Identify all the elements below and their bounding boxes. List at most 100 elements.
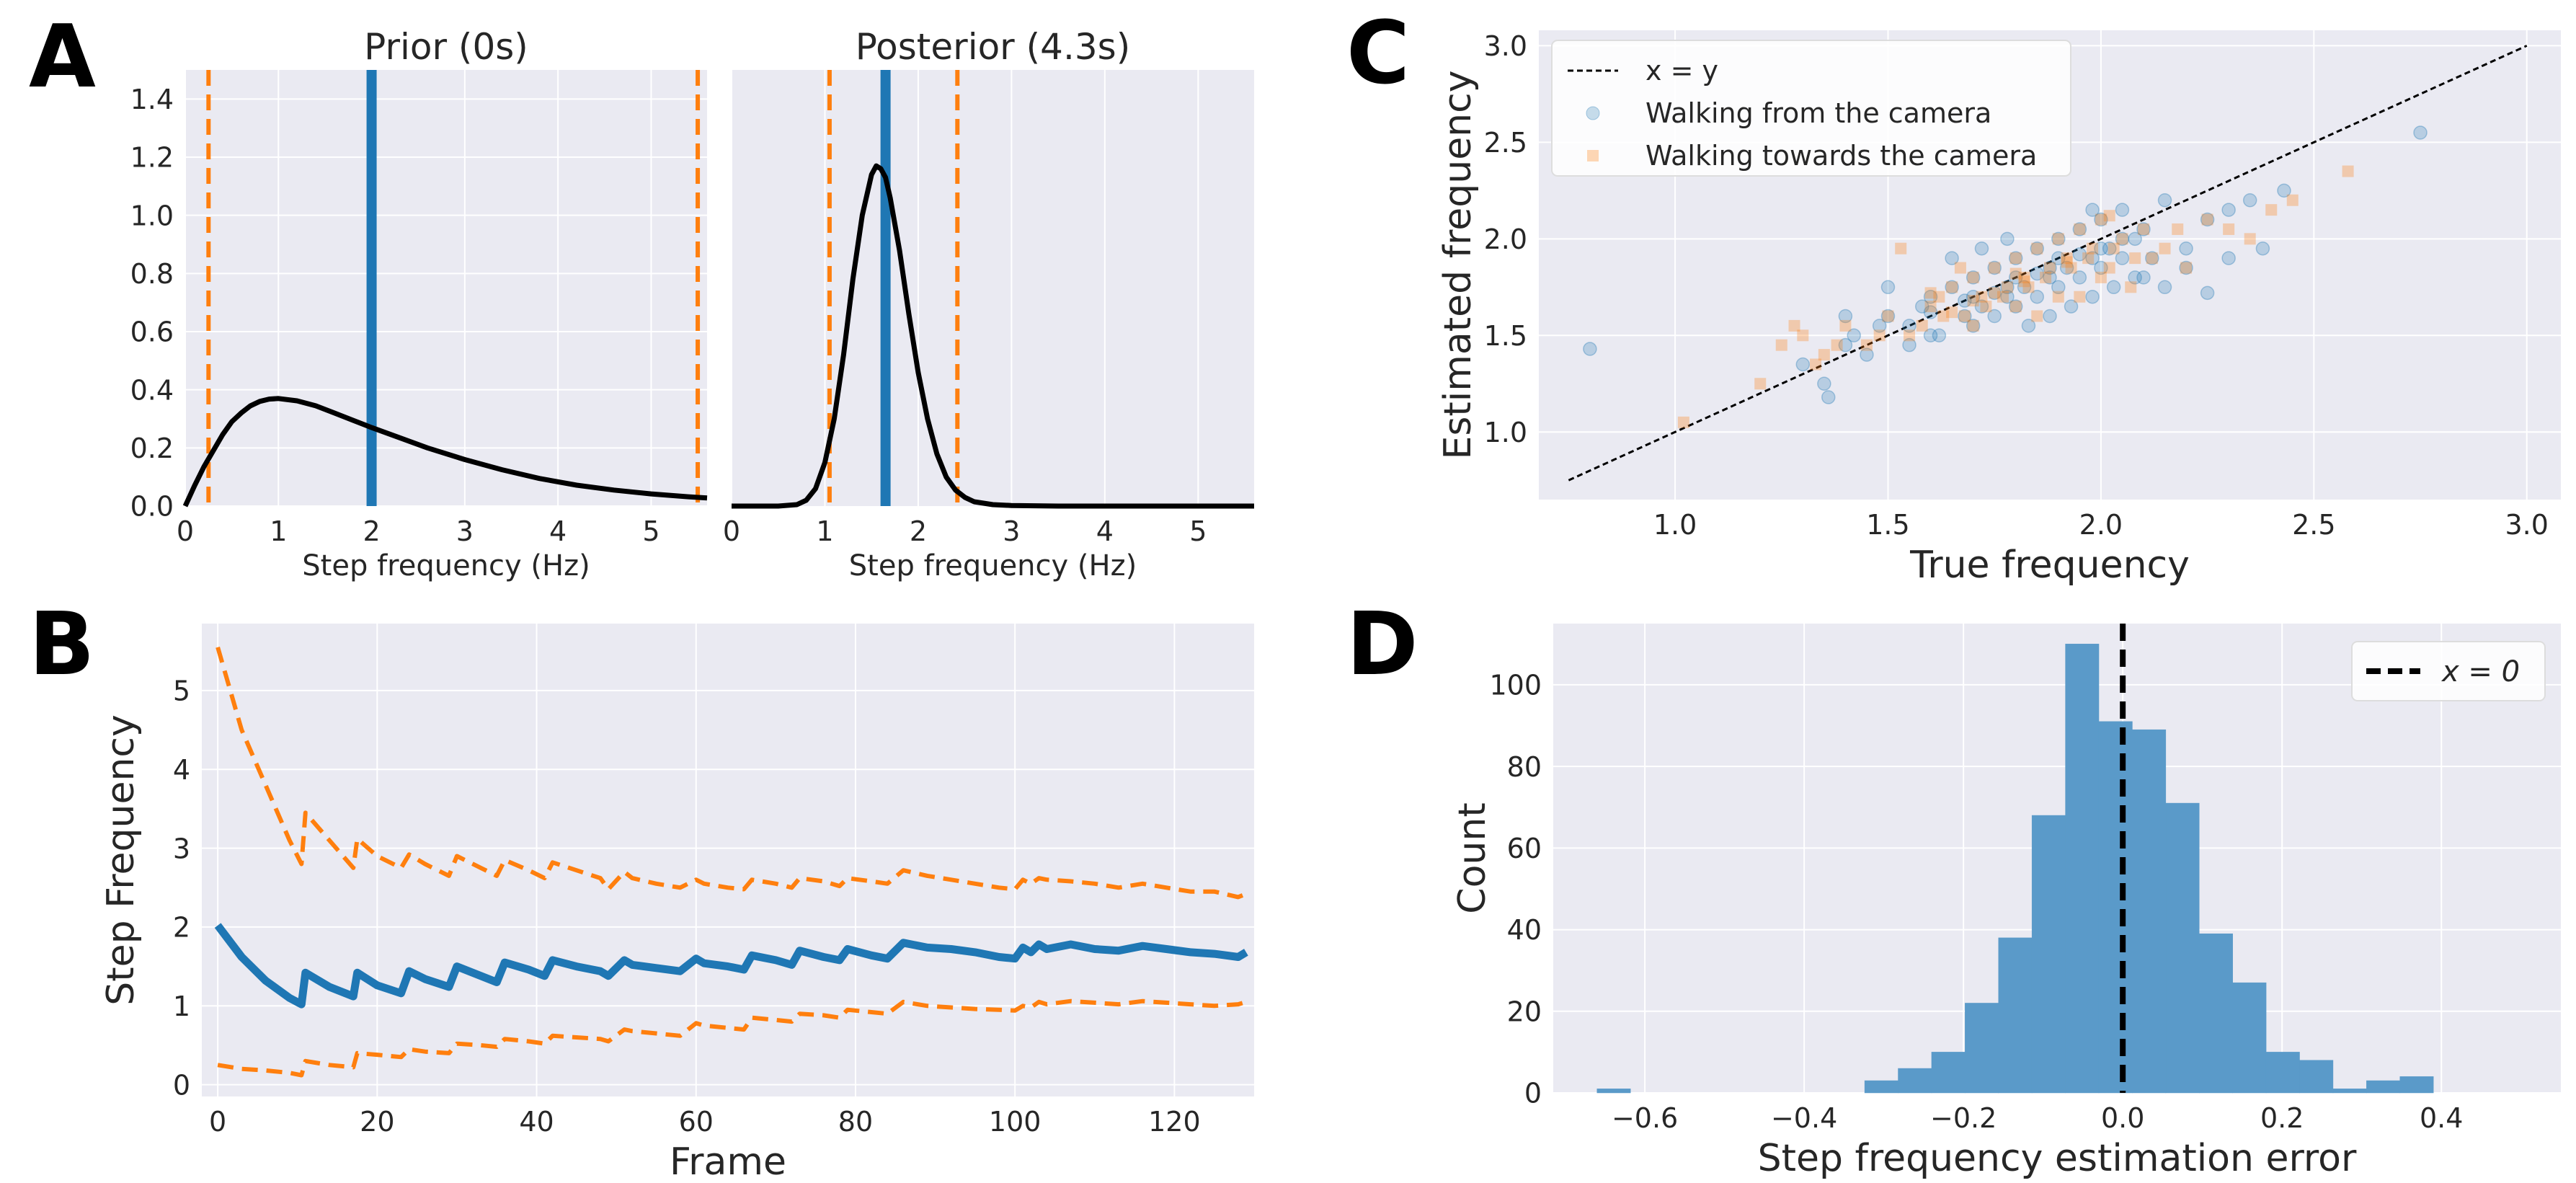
histogram-bar bbox=[1998, 937, 2033, 1094]
scatter-point-towards-camera bbox=[2018, 275, 2030, 288]
x-tick-label: 1 bbox=[816, 515, 833, 547]
y-tick-label: 1.0 bbox=[1484, 417, 1527, 448]
y-axis-label: Count bbox=[1451, 802, 1494, 913]
x-tick-label: 4 bbox=[549, 515, 567, 547]
scatter-point-towards-camera bbox=[1839, 319, 1852, 332]
panel-letter-c: C bbox=[1346, 4, 1410, 104]
scatter-point-from-camera bbox=[1847, 328, 1861, 343]
scatter-point-towards-camera bbox=[1967, 271, 1979, 283]
histogram-bar bbox=[1596, 1089, 1631, 1094]
y-axis-label: Step Frequency bbox=[99, 714, 143, 1006]
y-tick-label: 2 bbox=[173, 912, 190, 944]
scatter-point-from-camera bbox=[2000, 289, 2015, 304]
scatter-point-towards-camera bbox=[2031, 310, 2043, 322]
scatter-point-towards-camera bbox=[1937, 310, 1950, 322]
scatter-point-towards-camera bbox=[1677, 416, 1689, 428]
scatter-point-from-camera bbox=[2157, 280, 2172, 295]
legend-label: Walking towards the camera bbox=[1645, 140, 2037, 172]
scatter-point-from-camera bbox=[2043, 260, 2057, 275]
y-tick-label: 0.0 bbox=[130, 491, 174, 523]
scatter-point-from-camera bbox=[2085, 251, 2100, 265]
y-tick-label: 100 bbox=[1489, 670, 1542, 701]
scatter-point-from-camera bbox=[2059, 260, 2074, 275]
scatter-point-towards-camera bbox=[1946, 281, 1958, 293]
x-tick-label: 1.0 bbox=[1653, 509, 1697, 541]
scatter-point-from-camera bbox=[1966, 289, 1981, 304]
scatter-point-from-camera bbox=[1902, 319, 1917, 333]
panel-letter-a: A bbox=[29, 7, 96, 107]
scatter-point-from-camera bbox=[2106, 280, 2121, 295]
scatter-point-towards-camera bbox=[2044, 262, 2056, 274]
x-tick-label: 0.0 bbox=[2101, 1102, 2144, 1134]
scatter-point-from-camera bbox=[1838, 337, 1853, 353]
x-tick-label: 0.4 bbox=[2420, 1102, 2463, 1134]
scatter-point-from-camera bbox=[1923, 305, 1938, 319]
scatter-point-towards-camera bbox=[1989, 287, 2001, 299]
histogram-bar bbox=[2232, 982, 2267, 1094]
x-tick-label: 60 bbox=[679, 1106, 714, 1138]
scatter-point-from-camera bbox=[2021, 319, 2036, 333]
histogram-bar bbox=[2366, 1080, 2401, 1094]
scatter-point-from-camera bbox=[2008, 299, 2023, 314]
scatter-point-from-camera bbox=[2051, 280, 2066, 295]
legend-box bbox=[1551, 40, 2071, 177]
scatter-point-towards-camera bbox=[2009, 267, 2022, 280]
x-tick-label: 5 bbox=[1189, 515, 1207, 547]
chart-a-prior: 0 1 2 3 4 5 0.0 0.2 0.4 0.6 0.8 1.0 1.2 1.4 Step frequ… bbox=[130, 26, 708, 582]
x-tick-label: 2 bbox=[363, 515, 380, 547]
histogram-bar bbox=[2132, 729, 2167, 1094]
identity-line bbox=[1568, 45, 2528, 482]
y-tick-label: 0 bbox=[1524, 1078, 1542, 1109]
scatter-point-from-camera bbox=[1932, 328, 1947, 343]
scatter-point-towards-camera bbox=[1997, 291, 2009, 303]
legend-marker-from-camera bbox=[1586, 106, 1600, 120]
scatter-point-from-camera bbox=[2072, 247, 2087, 262]
density-curve bbox=[182, 396, 708, 508]
scatter-point-from-camera bbox=[2115, 231, 2130, 247]
scatter-point-towards-camera bbox=[2022, 281, 2035, 293]
x-tick-label: 0 bbox=[209, 1106, 226, 1138]
series-upper bbox=[216, 646, 1248, 900]
scatter-point-towards-camera bbox=[2065, 262, 2077, 274]
scatter-point-from-camera bbox=[1915, 299, 1929, 314]
scatter-point-towards-camera bbox=[1873, 329, 1886, 342]
x-tick-label: 3.0 bbox=[2505, 509, 2549, 541]
scatter-point-towards-camera bbox=[2129, 252, 2141, 265]
scatter-point-from-camera bbox=[2051, 251, 2066, 265]
scatter-point-from-camera bbox=[2136, 222, 2151, 236]
x-tick-label: 0 bbox=[177, 515, 194, 547]
scatter-point-towards-camera bbox=[1924, 301, 1937, 313]
x-tick-label: 20 bbox=[360, 1106, 394, 1138]
scatter-point-from-camera bbox=[1923, 328, 1938, 343]
scatter-point-from-camera bbox=[2145, 251, 2159, 265]
x-tick-label: 2.5 bbox=[2292, 509, 2335, 541]
scatter-point-from-camera bbox=[2179, 260, 2193, 275]
legend-label: x = y bbox=[1645, 55, 1718, 87]
scatter-point-towards-camera bbox=[1946, 306, 1958, 319]
scatter-point-towards-camera bbox=[2201, 213, 2213, 226]
scatter-point-towards-camera bbox=[2095, 271, 2107, 283]
scatter-point-from-camera bbox=[1987, 260, 2002, 275]
scatter-point-from-camera bbox=[2179, 241, 2193, 256]
x-axis-label: Frame bbox=[670, 1140, 786, 1183]
scatter-point-from-camera bbox=[1872, 319, 1887, 333]
scatter-point-from-camera bbox=[2221, 251, 2236, 265]
y-tick-label: 1 bbox=[173, 991, 190, 1022]
scatter-point-from-camera bbox=[2094, 241, 2108, 256]
scatter-point-towards-camera bbox=[2172, 223, 2184, 235]
scatter-point-towards-camera bbox=[1818, 349, 1830, 361]
y-tick-label: 1.2 bbox=[130, 142, 174, 174]
x-tick-label: 2.0 bbox=[2079, 509, 2123, 541]
scatter-point-towards-camera bbox=[1754, 378, 1767, 390]
scatter-point-towards-camera bbox=[2244, 233, 2256, 245]
scatter-point-from-camera bbox=[2128, 231, 2142, 247]
scatter-point-from-camera bbox=[1880, 280, 1896, 295]
y-tick-label: 0.8 bbox=[130, 258, 174, 290]
scatter-point-from-camera bbox=[2136, 270, 2151, 285]
x-tick-label: −0.6 bbox=[1612, 1102, 1678, 1134]
scatter-point-from-camera bbox=[2030, 241, 2045, 256]
scatter-point-from-camera bbox=[2255, 241, 2270, 256]
y-tick-label: 80 bbox=[1507, 751, 1542, 783]
y-tick-label: 3 bbox=[173, 833, 190, 864]
